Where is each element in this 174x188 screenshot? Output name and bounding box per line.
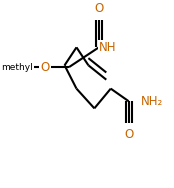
Text: O: O	[124, 128, 133, 141]
Text: NH₂: NH₂	[141, 95, 163, 108]
Text: methyl: methyl	[2, 63, 33, 72]
Text: O: O	[94, 2, 104, 15]
Text: O: O	[40, 61, 50, 74]
Text: NH: NH	[99, 41, 116, 54]
